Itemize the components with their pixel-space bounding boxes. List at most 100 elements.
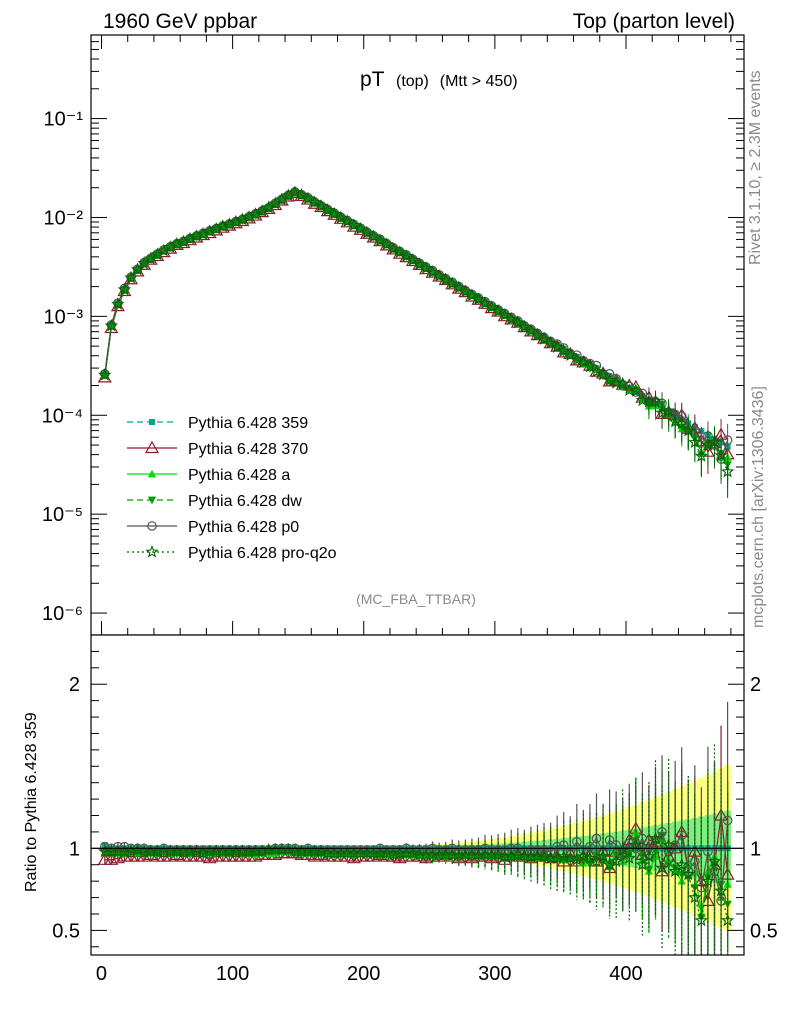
- x-tick-label: 200: [347, 963, 380, 985]
- ratio-point-pq2o: [576, 849, 591, 863]
- main-point-pq2o: [543, 336, 558, 349]
- ratio-y-tick-label-right: 2: [750, 674, 761, 696]
- x-tick-label: 400: [609, 963, 642, 985]
- ratio-point-pq2o: [707, 854, 722, 868]
- ratio-point-pp0: [572, 836, 582, 847]
- main-point-pp0: [604, 369, 615, 379]
- main-point-pq2o: [327, 206, 342, 220]
- ratio-series-layer: [91, 701, 744, 955]
- ratio-point-pq2o: [668, 864, 682, 878]
- legend-label: Pythia 6.428 370: [188, 441, 308, 458]
- ratio-point-pq2o: [491, 847, 505, 861]
- x-tick-label: 300: [478, 963, 511, 985]
- ratio-point-pq2o: [380, 846, 394, 859]
- legend-marker: [144, 440, 160, 454]
- main-point-pq2o: [498, 308, 512, 321]
- main-point-pq2o: [589, 364, 604, 378]
- main-point-pq2o: [320, 203, 335, 217]
- main-point-pq2o: [360, 225, 374, 239]
- ratio-point-pq2o: [537, 849, 551, 863]
- ratio-y-tick-label-left: 1: [69, 838, 80, 860]
- ratio-point-pq2o: [714, 883, 728, 897]
- main-point-pq2o: [97, 368, 112, 381]
- rivet-version-label: Rivet 3.1.10, ≥ 2.3M events: [747, 70, 764, 265]
- main-point-pq2o: [124, 270, 138, 284]
- ratio-point-pp0: [113, 841, 123, 852]
- x-tick-label: 100: [216, 963, 249, 985]
- ratio-point-pp0: [683, 866, 694, 877]
- main-point-pq2o: [642, 394, 656, 408]
- main-point-pq2o: [347, 218, 361, 231]
- main-point-pq2o: [530, 327, 545, 341]
- ratio-point-pq2o: [675, 857, 689, 871]
- main-point-pq2o: [648, 394, 663, 407]
- analysis-tag: (MC_FBA_TTBAR): [356, 591, 476, 607]
- legend-item-p359: Pythia 6.428 359: [127, 415, 308, 432]
- main-point-pq2o: [334, 210, 348, 224]
- legend: Pythia 6.428 359 Pythia 6.428 370 Pythia 6…: [127, 415, 337, 562]
- ratio-axes: 0.5 0.5 1 1 2 2: [52, 650, 778, 948]
- ratio-point-pq2o: [642, 849, 656, 863]
- main-point-pdw: [310, 199, 319, 208]
- main-point-pq2o: [714, 448, 728, 462]
- main-y-tick-label: 10⁻⁴: [42, 405, 83, 427]
- main-point-pq2o: [478, 296, 492, 310]
- main-point-pdw: [487, 304, 496, 312]
- main-series-pq2o: [97, 185, 735, 499]
- legend-label: Pythia 6.428 p0: [188, 519, 299, 536]
- ratio-point-pp0: [526, 845, 536, 855]
- main-point-pq2o: [622, 383, 636, 397]
- main-point-p370: [130, 264, 145, 277]
- ratio-point-pp0: [434, 845, 444, 855]
- ratio-point-pq2o: [648, 831, 663, 845]
- plot-title-main: pT: [360, 68, 385, 91]
- ratio-point-pq2o: [629, 838, 643, 851]
- x-tick-label: 0: [96, 963, 107, 985]
- main-point-pq2o: [550, 339, 564, 353]
- ratio-y-tick-label-right: 1: [750, 838, 761, 860]
- ratio-y-tick-label-right: 0.5: [750, 920, 778, 942]
- ratio-point-pp0: [467, 845, 477, 855]
- ratio-point-pq2o: [583, 851, 597, 864]
- ratio-point-pp0: [394, 845, 405, 855]
- main-point-pq2o: [412, 257, 427, 271]
- main-point-pq2o: [104, 318, 119, 332]
- main-point-pq2o: [301, 191, 315, 205]
- main-y-tick-label: 10⁻¹: [44, 109, 84, 131]
- legend-marker: [149, 419, 155, 425]
- main-point-pq2o: [484, 300, 499, 313]
- main-point-pdw: [139, 260, 149, 269]
- main-point-pq2o: [353, 221, 368, 235]
- ratio-point-pq2o: [596, 849, 610, 863]
- legend-marker: [147, 521, 157, 531]
- ratio-point-pp0: [99, 841, 110, 852]
- main-point-pq2o: [511, 315, 525, 329]
- ratio-point-pp0: [716, 896, 726, 906]
- main-point-pq2o: [602, 373, 617, 387]
- ratio-panel: 0.5 0.5 1 1 2 2: [52, 634, 778, 956]
- header-left-label: 1960 GeV ppbar: [103, 10, 257, 33]
- main-point-pdw: [120, 286, 129, 295]
- ratio-point-pp0: [440, 845, 451, 855]
- main-line-pq2o: [104, 191, 729, 472]
- main-point-pq2o: [393, 245, 407, 259]
- ratio-point-pq2o: [681, 867, 695, 881]
- main-point-pq2o: [596, 367, 610, 381]
- ratio-frame: [90, 634, 745, 956]
- legend-item-p370: Pythia 6.428 370: [127, 440, 308, 458]
- main-y-tick-label: 10⁻⁶: [42, 603, 83, 625]
- ratio-point-pq2o: [622, 851, 636, 864]
- main-point-pq2o: [294, 187, 309, 201]
- ratio-point-pq2o: [406, 846, 420, 859]
- main-point-pdw: [349, 222, 359, 230]
- main-point-pq2o: [524, 323, 538, 337]
- main-point-pq2o: [373, 233, 387, 247]
- ratio-point-pp0: [709, 866, 720, 877]
- main-point-pq2o: [635, 393, 650, 407]
- main-point-pq2o: [537, 332, 551, 345]
- main-point-pq2o: [681, 423, 695, 437]
- legend-marker: [145, 544, 159, 558]
- main-point-pq2o: [111, 297, 125, 311]
- main-point-pq2o: [563, 348, 578, 361]
- main-point-pq2o: [661, 403, 676, 417]
